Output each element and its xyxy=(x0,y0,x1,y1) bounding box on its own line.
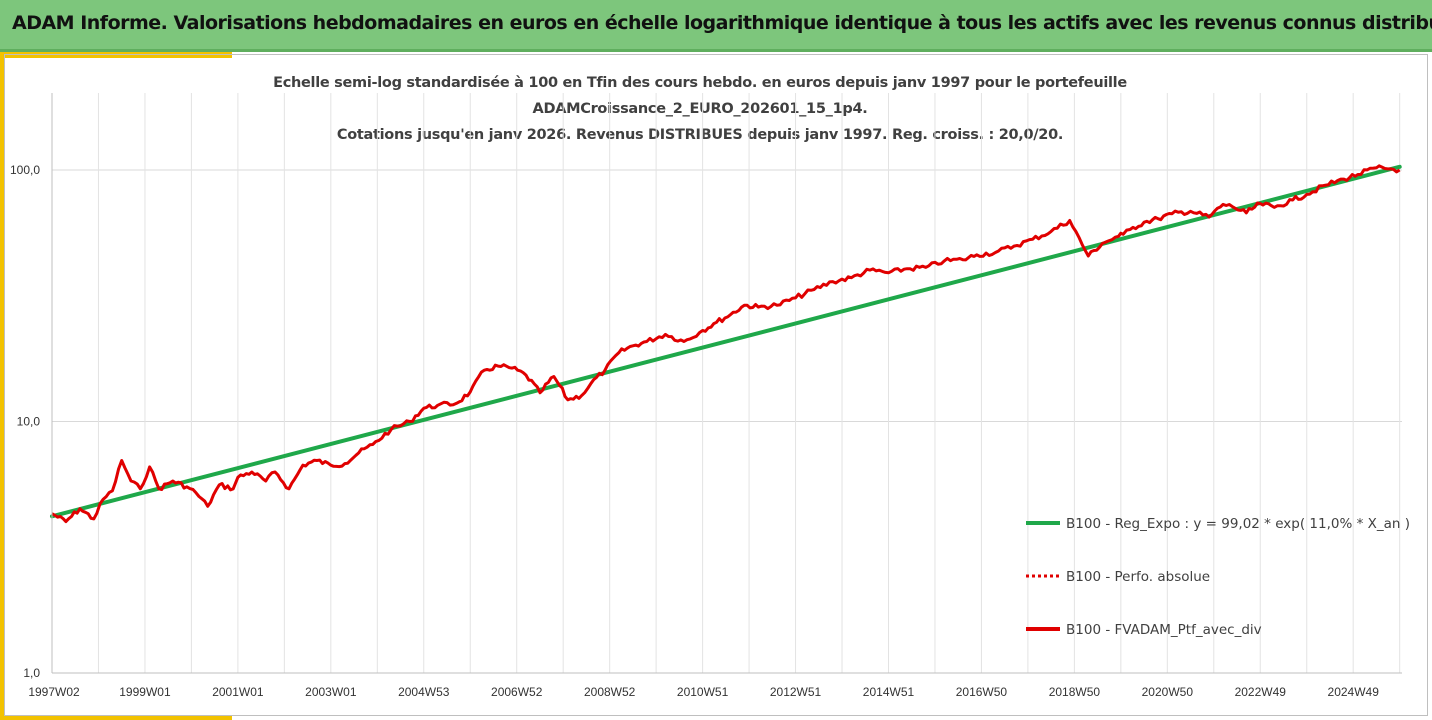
x-tick-label: 2003W01 xyxy=(305,685,357,699)
chart-title-line-3: Cotations jusqu'en janv 2026. Revenus DI… xyxy=(336,127,1064,143)
x-tick-label: 2020W50 xyxy=(1142,685,1194,699)
chart-title: Echelle semi-log standardisée à 100 en T… xyxy=(200,70,1200,148)
x-tick-label: 2004W53 xyxy=(398,685,450,699)
legend-item-regression: B100 - Reg_Expo : y = 99,02 * exp( 11,0%… xyxy=(1026,516,1410,532)
x-tick-label: 2012W51 xyxy=(770,685,822,699)
header-banner: ADAM Informe. Valorisations hebdomadaire… xyxy=(0,0,1432,52)
gridlines xyxy=(51,93,1402,674)
x-tick-label: 2008W52 xyxy=(584,685,636,699)
chart-title-line-2: ADAMCroissance_2_EURO_202601_15_1p4. xyxy=(532,101,868,117)
accent-bar-left xyxy=(0,52,5,720)
x-tick-label: 2014W51 xyxy=(863,685,915,699)
x-tick-label: 2016W50 xyxy=(956,685,1008,699)
legend-item-portfolio: B100 - FVADAM_Ptf_avec_div xyxy=(1026,622,1262,638)
series-portfolio-line xyxy=(51,164,1401,524)
series-regression-line xyxy=(50,164,1402,519)
accent-bar-top xyxy=(0,52,232,58)
legend-item-perfo: B100 - Perfo. absolue xyxy=(1026,569,1210,585)
legend-label: B100 - Perfo. absolue xyxy=(1066,569,1210,585)
x-tick-label: 1997W02 xyxy=(28,685,80,699)
x-tick-label: 2010W51 xyxy=(677,685,729,699)
y-tick-label: 10,0 xyxy=(17,415,41,429)
legend-label: B100 - FVADAM_Ptf_avec_div xyxy=(1066,622,1262,638)
legend: B100 - Reg_Expo : y = 99,02 * exp( 11,0%… xyxy=(1026,516,1410,638)
x-tick-label: 1999W01 xyxy=(119,685,171,699)
chart-title-line-1: Echelle semi-log standardisée à 100 en T… xyxy=(273,75,1127,91)
chart-frame xyxy=(4,54,1428,716)
y-tick-label: 1,0 xyxy=(23,666,40,680)
legend-label: B100 - Reg_Expo : y = 99,02 * exp( 11,0%… xyxy=(1066,516,1410,532)
banner-title: ADAM Informe. Valorisations hebdomadaire… xyxy=(12,12,1432,34)
y-tick-label: 100,0 xyxy=(10,163,40,177)
x-tick-label: 2022W49 xyxy=(1235,685,1287,699)
x-tick-label: 2018W50 xyxy=(1049,685,1101,699)
x-tick-label: 2001W01 xyxy=(212,685,264,699)
accent-bar-bottom xyxy=(0,716,232,720)
x-tick-label: 2024W49 xyxy=(1328,685,1380,699)
x-tick-label: 2006W52 xyxy=(491,685,543,699)
axes: 1,0 10,0 100,0 1997W02 1999W01 2001W01 2003W01… xyxy=(10,93,1402,699)
series-layer xyxy=(50,164,1402,524)
